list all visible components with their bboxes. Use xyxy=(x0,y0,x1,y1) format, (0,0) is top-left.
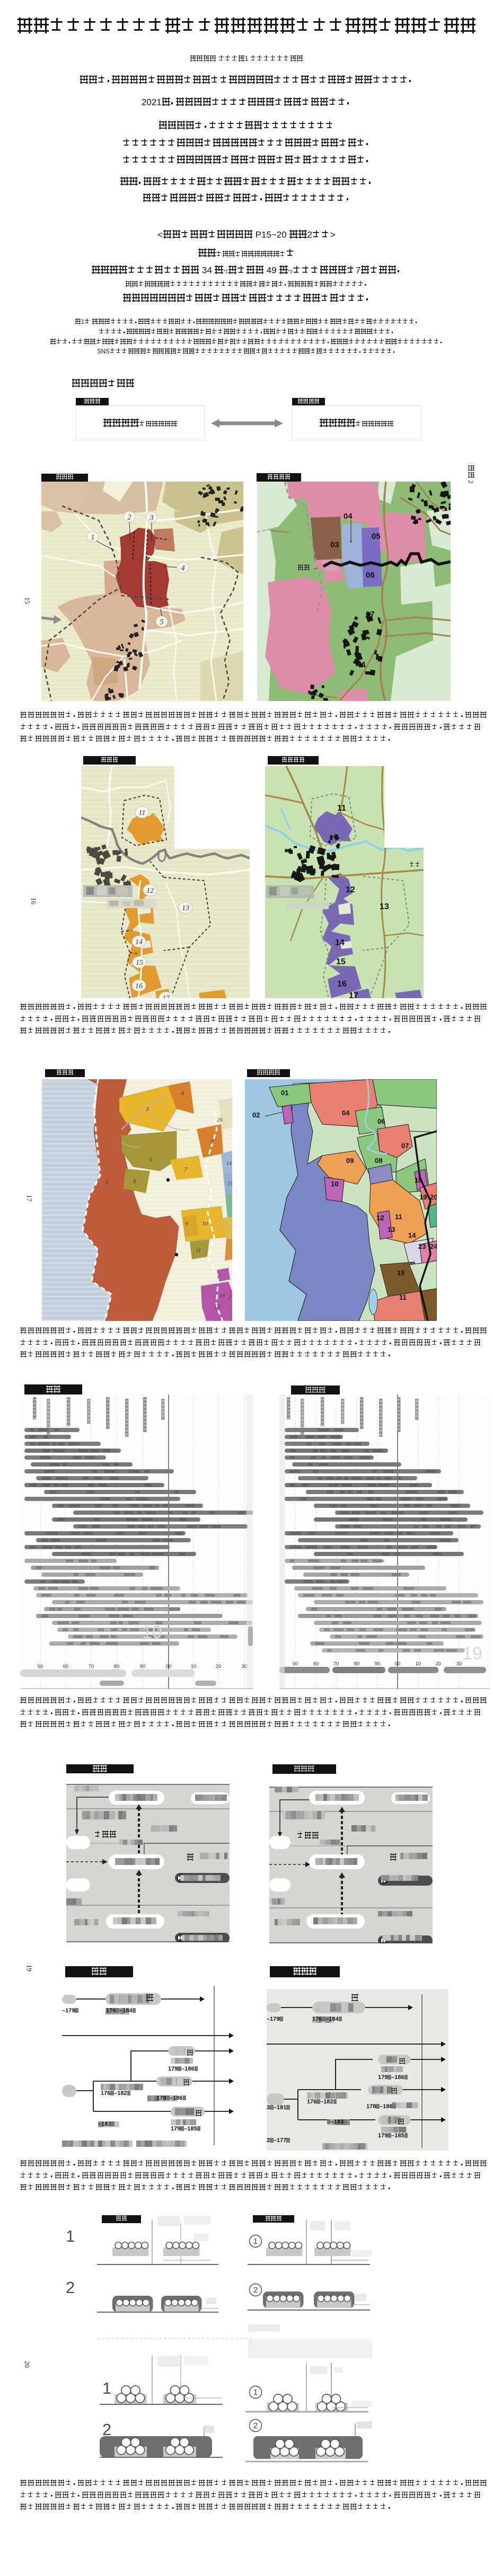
svg-text:3: 3 xyxy=(149,513,154,522)
svg-text:20: 20 xyxy=(216,1664,222,1669)
svg-text:06: 06 xyxy=(377,1117,385,1125)
svg-text:15: 15 xyxy=(227,1181,232,1187)
svg-text:11: 11 xyxy=(395,1213,402,1221)
svg-text:00: 00 xyxy=(395,1661,401,1667)
svg-text:13: 13 xyxy=(380,902,389,911)
svg-text:50: 50 xyxy=(293,1661,298,1667)
svg-text:90: 90 xyxy=(375,1661,381,1667)
svg-text:6: 6 xyxy=(133,1177,136,1185)
svg-text:19: 19 xyxy=(462,1644,482,1664)
svg-text:18: 18 xyxy=(415,1176,422,1184)
svg-text:13: 13 xyxy=(182,904,189,912)
svg-text:15: 15 xyxy=(136,959,143,967)
svg-text:1: 1 xyxy=(102,2379,111,2397)
svg-text:30: 30 xyxy=(242,1664,248,1669)
svg-text:11: 11 xyxy=(358,660,366,669)
svg-text:8: 8 xyxy=(210,1138,214,1145)
svg-text:2: 2 xyxy=(253,2421,258,2430)
svg-text:20: 20 xyxy=(430,1193,437,1201)
svg-text:19: 19 xyxy=(419,1193,427,1201)
svg-text:5: 5 xyxy=(160,618,164,626)
svg-text:14: 14 xyxy=(408,1231,416,1239)
svg-text:1: 1 xyxy=(91,533,95,541)
svg-text:11: 11 xyxy=(337,804,346,813)
svg-text:3: 3 xyxy=(145,1105,149,1113)
svg-text:07: 07 xyxy=(366,610,375,619)
svg-text:11: 11 xyxy=(139,809,146,817)
svg-text:00: 00 xyxy=(166,1664,172,1669)
svg-text:24: 24 xyxy=(430,1242,437,1250)
svg-text:17: 17 xyxy=(162,994,170,998)
svg-text:60: 60 xyxy=(63,1664,69,1669)
svg-text:17: 17 xyxy=(349,991,358,998)
svg-text:70: 70 xyxy=(333,1661,339,1667)
svg-text:12: 12 xyxy=(376,1214,384,1222)
svg-text:12: 12 xyxy=(146,887,154,895)
svg-text:10: 10 xyxy=(416,1661,421,1667)
svg-text:11: 11 xyxy=(196,1247,201,1254)
svg-text:10: 10 xyxy=(202,1221,208,1227)
svg-text:80: 80 xyxy=(114,1664,120,1669)
svg-text:1: 1 xyxy=(66,2227,74,2245)
svg-text:13: 13 xyxy=(388,1225,395,1233)
svg-text:08: 08 xyxy=(375,1157,382,1165)
svg-text:16: 16 xyxy=(337,980,347,989)
svg-text:2: 2 xyxy=(102,2420,111,2439)
svg-text:10: 10 xyxy=(142,1622,162,1642)
svg-text:70: 70 xyxy=(89,1664,94,1669)
svg-text:60: 60 xyxy=(313,1661,319,1667)
svg-text:14: 14 xyxy=(135,938,143,946)
svg-text:20: 20 xyxy=(436,1661,442,1667)
svg-text:30: 30 xyxy=(456,1661,462,1667)
svg-text:9: 9 xyxy=(185,1221,188,1227)
svg-text:15: 15 xyxy=(336,957,346,966)
svg-text:23: 23 xyxy=(418,1242,426,1250)
svg-text:19: 19 xyxy=(219,1293,225,1299)
svg-text:14: 14 xyxy=(226,1161,232,1167)
svg-text:15: 15 xyxy=(397,1269,404,1277)
svg-text:50: 50 xyxy=(38,1664,43,1669)
svg-text:11: 11 xyxy=(399,1293,407,1301)
svg-text:12: 12 xyxy=(214,1303,221,1310)
svg-text:07: 07 xyxy=(401,1142,409,1150)
svg-text:01: 01 xyxy=(281,1089,288,1097)
svg-text:12: 12 xyxy=(346,885,355,894)
svg-text:06: 06 xyxy=(366,571,375,580)
svg-text:04: 04 xyxy=(342,1109,350,1117)
svg-text:26: 26 xyxy=(217,1117,223,1123)
svg-text:05: 05 xyxy=(372,532,381,541)
svg-text:10: 10 xyxy=(191,1664,197,1669)
svg-text:16: 16 xyxy=(135,982,143,990)
svg-text:4: 4 xyxy=(181,1089,184,1097)
svg-text:7: 7 xyxy=(184,1166,188,1173)
svg-text:2: 2 xyxy=(127,513,131,521)
svg-text:14: 14 xyxy=(335,938,345,947)
svg-text:2: 2 xyxy=(66,2278,75,2297)
svg-text:03: 03 xyxy=(330,540,339,549)
svg-text:5: 5 xyxy=(149,1156,152,1163)
svg-text:10: 10 xyxy=(331,1180,338,1188)
svg-text:1: 1 xyxy=(253,2388,258,2397)
svg-text:09: 09 xyxy=(346,1157,354,1165)
svg-text:1: 1 xyxy=(253,2237,258,2246)
svg-text:90: 90 xyxy=(140,1664,146,1669)
svg-text:02: 02 xyxy=(252,1111,260,1119)
svg-text:80: 80 xyxy=(354,1661,360,1667)
svg-text:4: 4 xyxy=(181,564,185,572)
svg-text:2: 2 xyxy=(228,1295,231,1301)
svg-text:04: 04 xyxy=(344,512,353,521)
svg-text:2: 2 xyxy=(253,2286,258,2295)
svg-text:1: 1 xyxy=(105,1178,109,1186)
